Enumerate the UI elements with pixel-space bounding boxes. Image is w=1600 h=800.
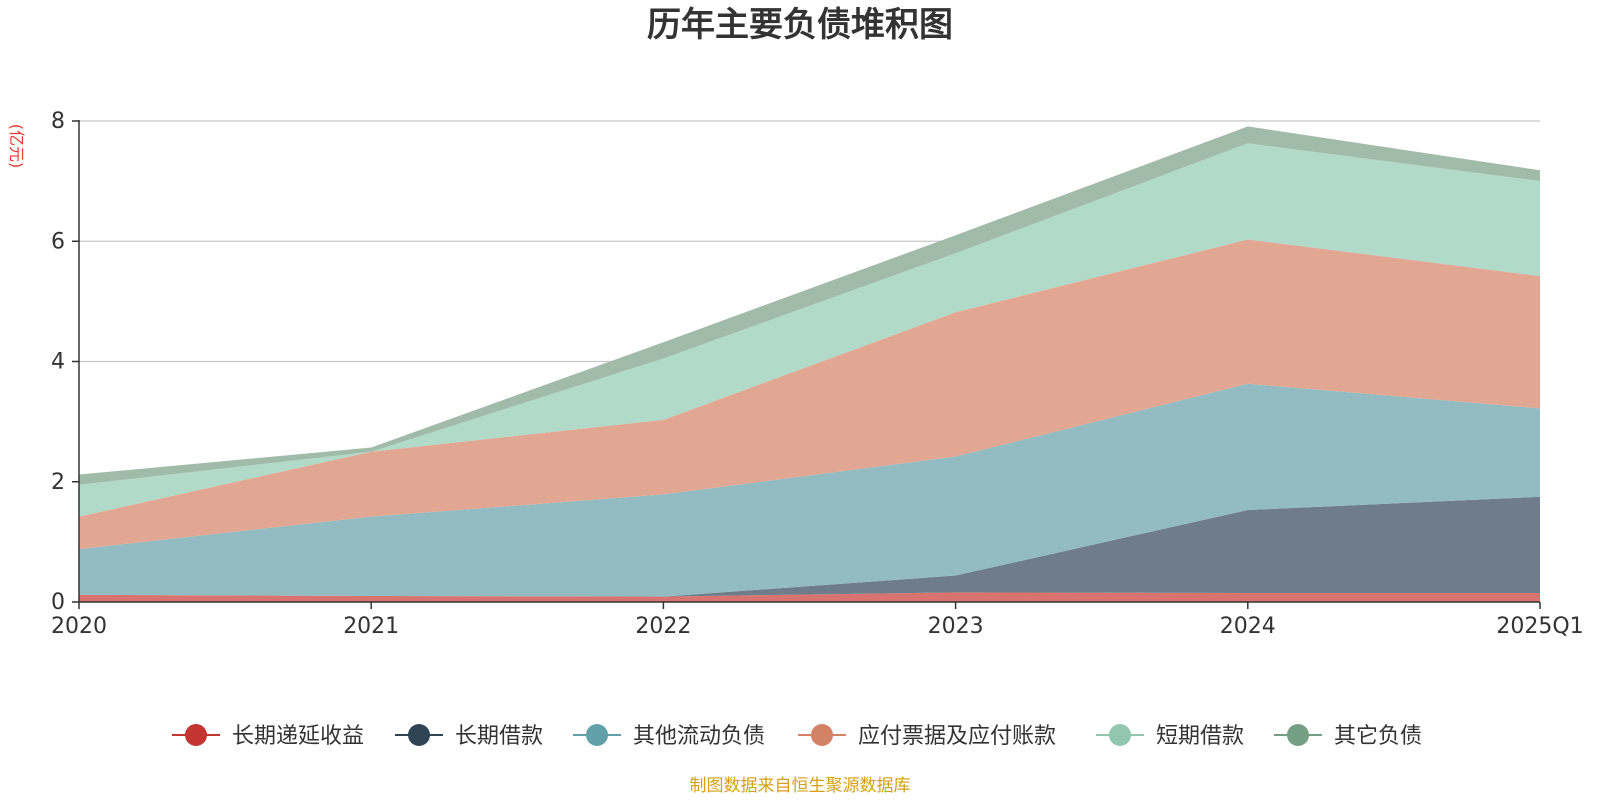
legend-item-6: 其它负债 (1274, 724, 1422, 749)
y-tick-label-0: 0 (51, 590, 65, 615)
y-tick-label-6: 6 (51, 229, 65, 254)
x-tick-label-2020: 2020 (51, 614, 107, 639)
legend-item-2: 长期借款 (395, 724, 543, 749)
x-tick-label-2024: 2024 (1220, 614, 1276, 639)
legend-item-3: 其他流动负债 (573, 724, 765, 749)
legend: 长期递延收益 长期借款 其他流动负债 应付票据及应付账款 短期借款 其它负债 (172, 724, 1422, 749)
legend-label: 应付票据及应付账款 (858, 724, 1056, 749)
y-tick-label-8: 8 (51, 109, 65, 134)
x-tick-label-2025Q1: 2025Q1 (1496, 614, 1583, 639)
x-tick-label-2023: 2023 (928, 614, 984, 639)
legend-label: 其他流动负债 (633, 724, 765, 749)
area-series-1 (79, 592, 1540, 602)
y-tick-labels: 0 2 4 6 8 (51, 109, 79, 615)
y-tick-label-2: 2 (51, 470, 65, 495)
area-series (79, 126, 1540, 602)
legend-item-1: 长期递延收益 (172, 724, 364, 749)
x-tick-labels: 2020 2021 2022 2023 2024 2025Q1 (51, 602, 1584, 639)
legend-marker (1287, 724, 1309, 746)
legend-marker (185, 724, 207, 746)
y-tick-label-4: 4 (51, 350, 65, 375)
x-tick-label-2021: 2021 (343, 614, 399, 639)
y-axis-unit-label: (亿元) (7, 124, 26, 169)
legend-label: 短期借款 (1156, 724, 1244, 749)
chart-title: 历年主要负债堆积图 (647, 5, 953, 45)
legend-item-4: 应付票据及应付账款 (798, 724, 1056, 749)
area-series-4 (79, 239, 1540, 550)
x-tick-label-2022: 2022 (635, 614, 691, 639)
source-note: 制图数据来自恒生聚源数据库 (690, 776, 911, 796)
legend-label: 长期递延收益 (232, 724, 364, 749)
area-series-3 (79, 383, 1540, 597)
area-series-5 (79, 143, 1540, 517)
legend-item-5: 短期借款 (1096, 724, 1244, 749)
legend-marker (408, 724, 430, 746)
legend-marker (811, 724, 833, 746)
legend-marker (586, 724, 608, 746)
legend-marker (1109, 724, 1131, 746)
area-series-6 (79, 126, 1540, 485)
area-series-2 (79, 496, 1540, 597)
legend-label: 其它负债 (1334, 724, 1422, 749)
legend-label: 长期借款 (455, 724, 543, 749)
